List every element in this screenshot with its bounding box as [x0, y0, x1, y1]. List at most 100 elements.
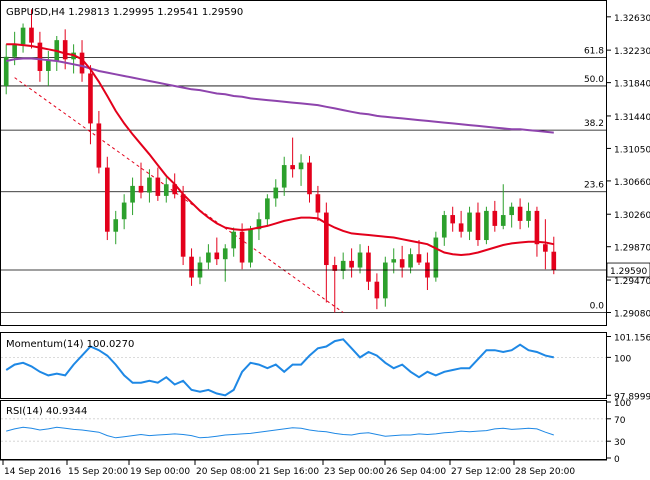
candle-bear: [543, 244, 548, 252]
x-axis-tick-label: 14 Sep 2016: [4, 467, 61, 477]
price-panel-frame: [0, 0, 607, 326]
fibonacci-levels: 61.8 50.0 38.2 23.6 0.0: [1, 47, 606, 313]
sma-slow-line: [6, 57, 554, 134]
candle-bull: [248, 229, 253, 263]
price-y-axis: 1.32630 1.32230 1.31840 1.31440 1.31050 1.306…: [606, 14, 650, 320]
x-axis-tick-label: 27 Sep 12:00: [451, 467, 511, 477]
momentum-series: [5, 338, 555, 397]
candle-bear: [551, 251, 557, 271]
candle-bull: [163, 184, 169, 196]
candle-bear: [96, 123, 102, 168]
price-panel-title: GBPUSD,H4 1.29813 1.29995 1.29541 1.2959…: [6, 7, 243, 18]
candle-bull: [121, 202, 127, 220]
candle-bear: [517, 206, 523, 221]
x-axis-tick-label: 19 Sep 00:00: [130, 467, 190, 477]
fib-level-label: 23.6: [584, 181, 604, 191]
price-y-tick-label: 1.31050: [614, 145, 650, 155]
candle-bull: [113, 219, 119, 232]
momentum-y-tick-label: 101.1567: [614, 333, 650, 343]
price-y-tick-label: 1.30660: [614, 178, 650, 188]
candle-bull: [265, 198, 270, 220]
price-y-tick-label: 1.29870: [614, 244, 650, 254]
candle-bear: [290, 165, 295, 170]
price-y-tick-label: 1.30260: [614, 211, 650, 221]
candle-bull: [340, 260, 346, 271]
momentum-panel: 101.1567 100 97.8999 Momentum(14) 100.0270: [0, 332, 650, 402]
candle-bull: [273, 187, 279, 199]
candle-bull: [231, 231, 236, 249]
candle-bull: [222, 248, 228, 260]
candle-bull: [3, 56, 9, 86]
candle-bear: [332, 265, 338, 271]
candle-bull: [20, 27, 26, 45]
candle-bear: [29, 27, 34, 43]
candle-bull: [391, 259, 397, 263]
momentum-y-tick-label: 97.8999: [614, 392, 650, 402]
candle-bull: [206, 252, 211, 263]
x-axis-tick-label: 28 Sep 20:00: [515, 467, 575, 477]
candle-bull: [46, 60, 51, 71]
fib-level-label: 0.0: [590, 302, 605, 312]
candle-bull: [509, 206, 514, 216]
fib-level-label: 61.8: [584, 47, 604, 57]
candle-bear: [399, 259, 405, 268]
candle-bull: [484, 210, 489, 241]
candle-bear: [324, 212, 329, 266]
candle-bull: [12, 44, 17, 57]
rsi-panel: 100 70 30 0 RSI(14) 40.9344: [0, 399, 631, 465]
candle-bear: [104, 167, 110, 232]
price-y-tick-label: 1.29470: [614, 277, 650, 287]
moving-averages: [6, 43, 554, 257]
candle-bear: [458, 223, 464, 232]
candle-bull: [281, 165, 287, 188]
fib-level-label: 50.0: [584, 75, 604, 85]
candle-bull: [526, 210, 531, 221]
candle-bear: [189, 256, 194, 278]
rsi-y-axis: 100 70 30 0: [606, 399, 631, 465]
trendline: [14, 77, 344, 313]
price-y-tick-label: 1.32630: [614, 14, 650, 24]
momentum-line: [1, 338, 606, 397]
momentum-panel-title: Momentum(14) 100.0270: [6, 339, 134, 350]
candle-bear: [349, 260, 354, 268]
candle-bull: [298, 162, 304, 170]
rsi-y-tick-label: 100: [614, 399, 631, 409]
candle-bear: [239, 231, 245, 263]
current-price-label: 1.29590: [610, 267, 647, 277]
x-axis-tick-label: 15 Sep 20:00: [68, 467, 128, 477]
x-axis-tick-label: 20 Sep 08:00: [196, 467, 256, 477]
price-y-tick-label: 1.29080: [614, 310, 650, 320]
candle-bear: [315, 194, 321, 213]
time-x-axis: 14 Sep 2016 15 Sep 20:00 19 Sep 00:00 20 Se…: [0, 459, 607, 477]
rsi-y-tick-label: 0: [614, 455, 620, 465]
descending-trendline: [14, 77, 344, 313]
candle-bull: [130, 185, 135, 203]
candle-bear: [88, 73, 93, 124]
candles: [3, 9, 557, 313]
momentum-panel-frame: [0, 332, 607, 399]
candle-bull: [467, 212, 472, 232]
candle-bull: [147, 177, 152, 193]
price-y-tick-label: 1.31840: [614, 80, 650, 90]
rsi-line: [1, 418, 606, 442]
candle-bear: [37, 42, 43, 71]
candle-bull: [357, 252, 363, 268]
candle-bear: [155, 177, 161, 196]
candle-bull: [408, 254, 413, 268]
candle-bull: [500, 215, 506, 226]
price-y-tick-label: 1.32230: [614, 47, 650, 57]
candle-bull: [382, 262, 388, 299]
candle-bear: [62, 40, 68, 60]
candle-bull: [433, 237, 439, 278]
candle-bear: [214, 252, 220, 260]
x-axis-tick-label: 23 Sep 00:00: [324, 467, 384, 477]
rsi-series: [6, 426, 554, 439]
current-price-box: [606, 262, 650, 278]
candle-bear: [366, 252, 371, 282]
current-price-marker: 1.29590: [1, 262, 650, 278]
rsi-panel-frame: [0, 400, 607, 460]
candle-bear: [172, 184, 178, 195]
rsi-y-tick-label: 70: [614, 416, 626, 426]
x-axis-tick-label: 21 Sep 16:00: [259, 467, 319, 477]
